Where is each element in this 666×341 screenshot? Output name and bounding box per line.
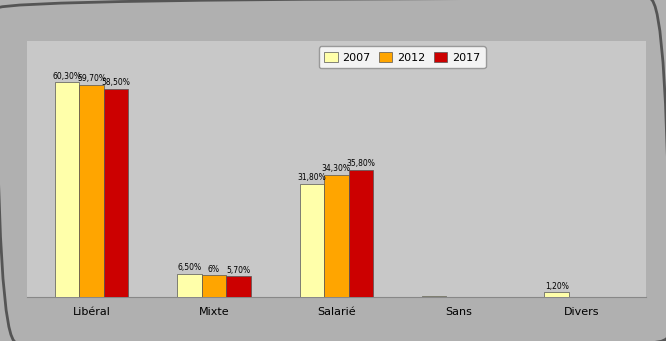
Text: 31,80%: 31,80% xyxy=(298,173,326,182)
Bar xyxy=(202,276,226,297)
Bar xyxy=(422,296,446,297)
Bar xyxy=(104,89,129,297)
Bar xyxy=(177,273,202,297)
Bar xyxy=(300,184,324,297)
Bar xyxy=(79,85,104,297)
Bar xyxy=(324,175,348,297)
Text: 34,30%: 34,30% xyxy=(322,164,351,174)
Bar xyxy=(544,292,569,297)
Bar xyxy=(348,169,373,297)
Text: 60,30%: 60,30% xyxy=(53,72,81,81)
Bar xyxy=(226,277,250,297)
Text: 35,80%: 35,80% xyxy=(346,159,375,168)
Text: 6,50%: 6,50% xyxy=(177,263,202,272)
Text: 5,70%: 5,70% xyxy=(226,266,250,275)
Text: 6%: 6% xyxy=(208,265,220,274)
Text: 59,70%: 59,70% xyxy=(77,74,106,83)
Bar xyxy=(55,83,79,297)
Legend: 2007, 2012, 2017: 2007, 2012, 2017 xyxy=(318,46,486,68)
Text: 1,20%: 1,20% xyxy=(545,282,569,291)
Text: 58,50%: 58,50% xyxy=(101,78,131,87)
